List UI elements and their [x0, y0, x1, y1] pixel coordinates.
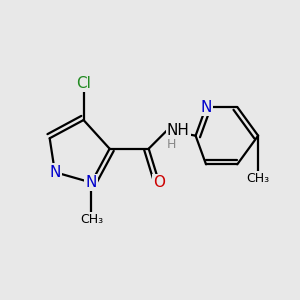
Text: NH: NH	[167, 123, 190, 138]
Text: CH₃: CH₃	[80, 213, 103, 226]
Text: Cl: Cl	[76, 76, 91, 91]
Text: N: N	[49, 165, 61, 180]
Text: O: O	[153, 175, 165, 190]
Text: N: N	[200, 100, 212, 115]
Text: CH₃: CH₃	[247, 172, 270, 185]
Text: H: H	[167, 138, 176, 151]
Text: N: N	[86, 175, 97, 190]
